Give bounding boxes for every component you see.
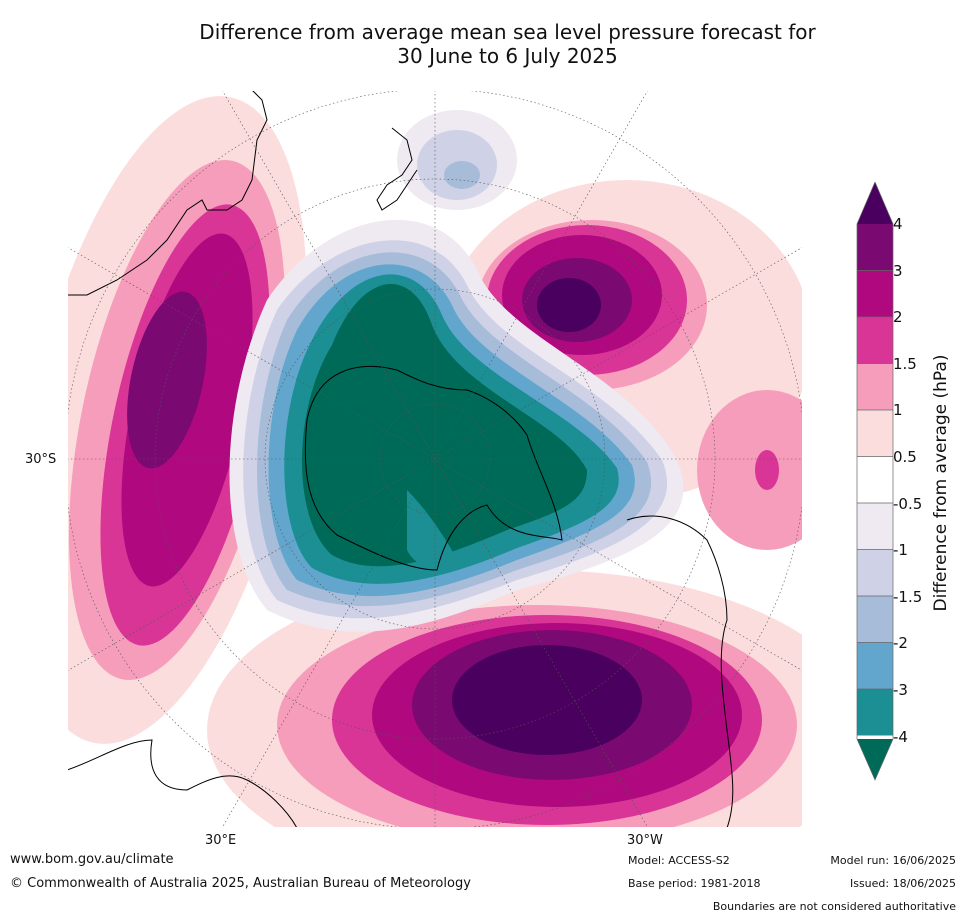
colorbar-label: Difference from average (hPa) (931, 354, 951, 612)
colorbar-band-neg1.5-neg2 (857, 596, 893, 643)
high-anomaly-south (207, 570, 803, 828)
colorbar-tick: 1.5 (893, 355, 917, 373)
issued-text: Issued: 18/06/2025 (849, 877, 956, 890)
lat-label-30s: 30°S (25, 452, 57, 467)
coastlines (67, 90, 734, 828)
antarctica-coast (304, 366, 563, 571)
colorbar-band-neg2-neg3 (857, 642, 893, 689)
graticule (67, 90, 803, 828)
colorbar (856, 182, 894, 781)
low-anomaly-antarctic (229, 110, 684, 632)
colorbar-band-3-4 (857, 224, 893, 271)
base-period-text: Base period: 1981-2018 (628, 877, 761, 890)
website-link[interactable]: www.bom.gov.au/climate (10, 852, 174, 867)
new-zealand-coast (376, 127, 418, 211)
lon-label-30e: 30°E (205, 833, 237, 848)
colorbar-tick: -4 (893, 728, 908, 746)
colorbar-band-1.5-2 (857, 317, 893, 364)
colorbar-tick: -2 (893, 634, 908, 652)
colorbar-band-neg0.5-neg1 (857, 503, 893, 550)
colorbar-tick: 1 (893, 401, 903, 419)
colorbar-band-neg1-neg1.5 (857, 549, 893, 596)
colorbar-tick: 3 (893, 262, 903, 280)
colorbar-band-neutral (857, 456, 893, 503)
pressure-anomaly-map (67, 90, 803, 828)
colorbar-tick: 2 (893, 308, 903, 326)
colorbar-min-extend (857, 739, 893, 780)
colorbar-band-neg3-neg4 (857, 689, 893, 736)
lon-label-30w: 30°W (627, 833, 663, 848)
title-line-1: Difference from average mean sea level p… (199, 20, 816, 44)
colorbar-tick: -1 (893, 541, 908, 559)
model-run-text: Model run: 16/06/2025 (830, 854, 956, 867)
colorbar-tick: 0.5 (893, 448, 917, 466)
colorbar-band-0.5-1 (857, 410, 893, 457)
colorbar-tick: -1.5 (893, 588, 923, 606)
high-anomaly-east (697, 390, 803, 550)
high-anomaly-west (67, 96, 307, 744)
colorbar-band-1-1.5 (857, 363, 893, 410)
disclaimer-text: Boundaries are not considered authoritat… (712, 900, 956, 913)
africa-coast (67, 739, 298, 828)
copyright-text: © Commonwealth of Australia 2025, Austra… (10, 876, 471, 891)
colorbar-band-2-3 (857, 270, 893, 317)
title-line-2: 30 June to 6 July 2025 (397, 44, 618, 68)
model-text: Model: ACCESS-S2 (628, 854, 730, 867)
colorbar-tick: -0.5 (893, 495, 923, 513)
south-america-coast (626, 515, 734, 828)
colorbar-tick: 4 (893, 215, 903, 233)
australia-coast (67, 90, 268, 296)
colorbar-tick: -3 (893, 681, 908, 699)
colorbar-max-extend (857, 182, 893, 224)
map-title: Difference from average mean sea level p… (0, 20, 965, 68)
